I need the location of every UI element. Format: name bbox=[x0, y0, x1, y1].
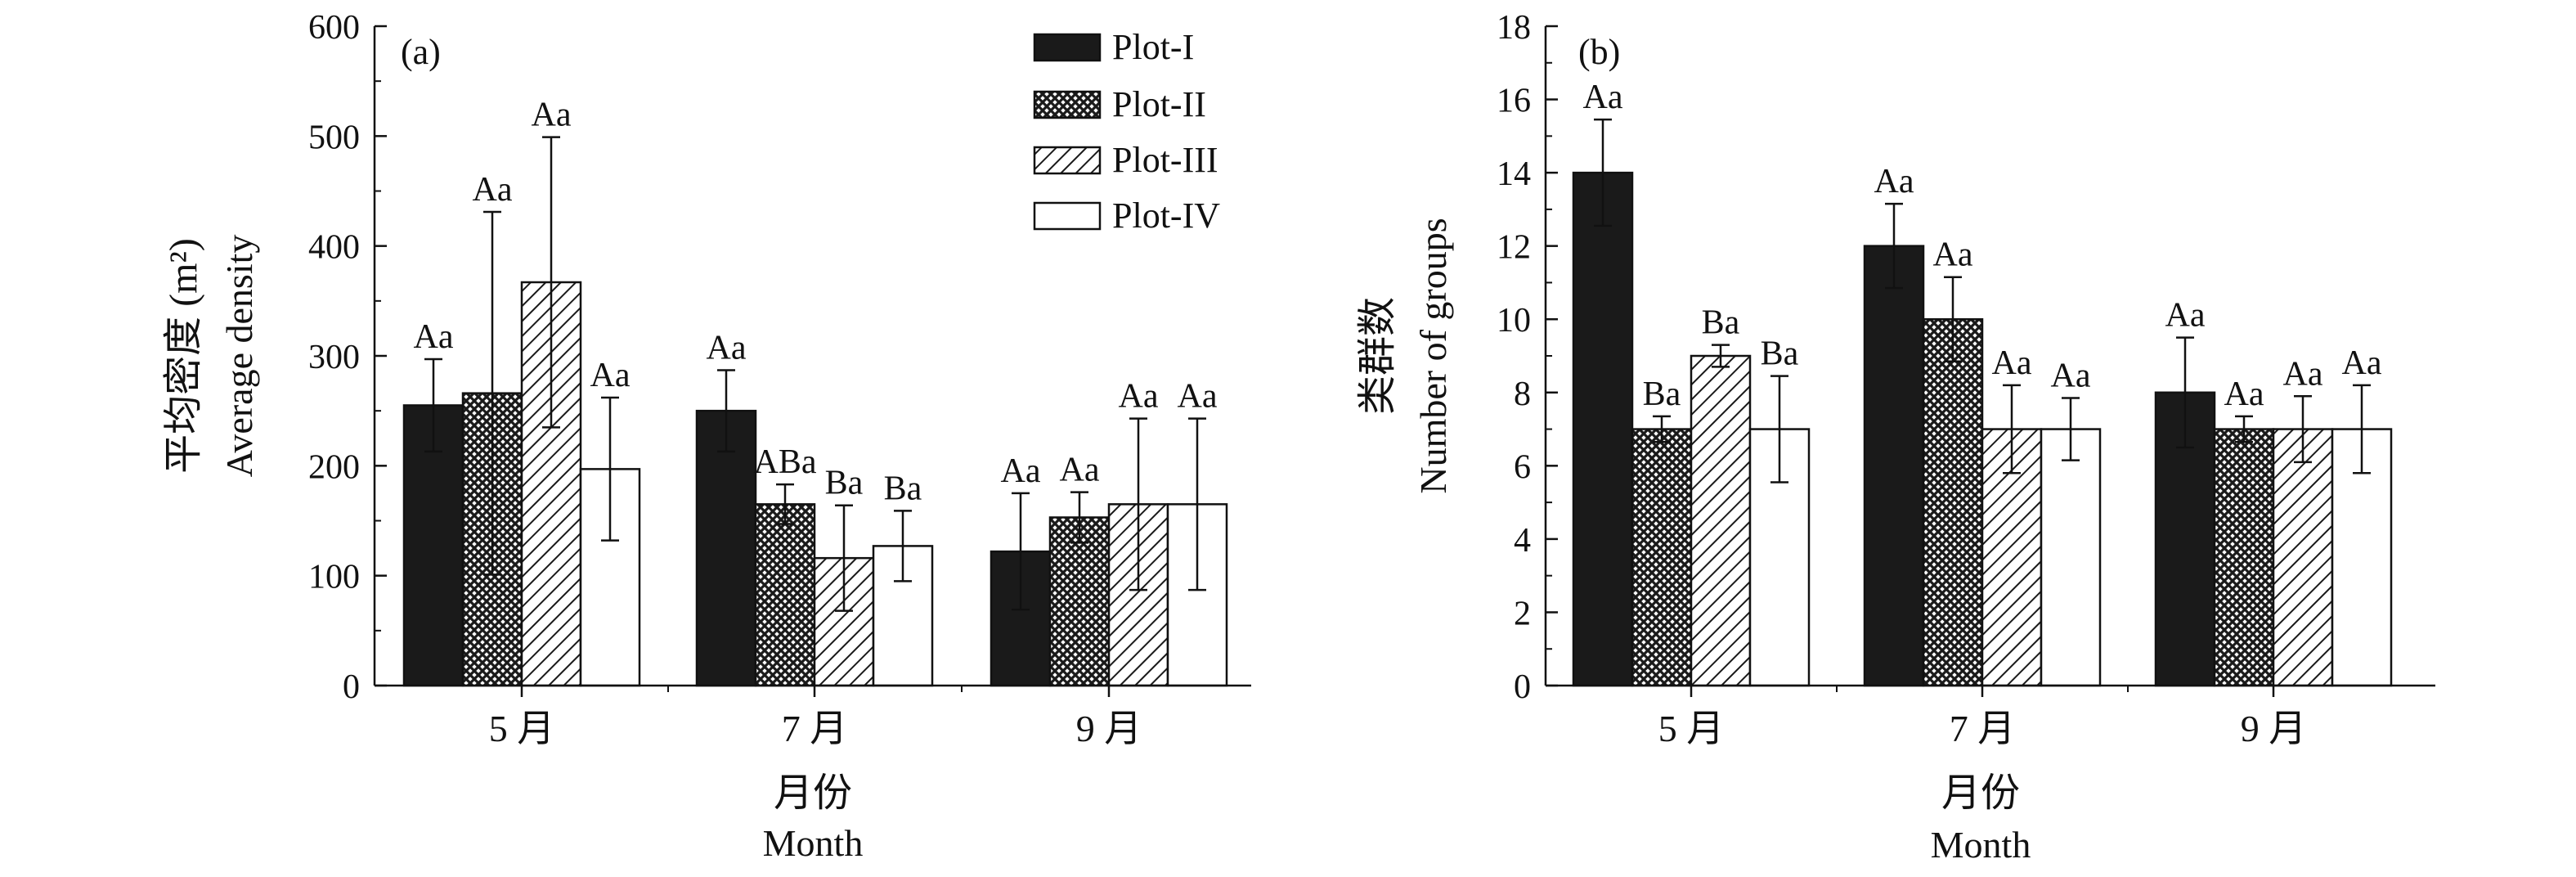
significance-label-plot-iv-1: Aa bbox=[2051, 357, 2091, 394]
bar-plot-ii-0 bbox=[1631, 428, 1693, 687]
significance-label-plot-i-0: Aa bbox=[414, 318, 454, 356]
significance-label-plot-iv-0: Aa bbox=[590, 357, 631, 394]
y-tick-label: 8 bbox=[1514, 376, 1531, 413]
y-tick-label: 600 bbox=[308, 9, 360, 47]
y-tick-label: 200 bbox=[308, 448, 360, 486]
significance-label-plot-iii-0: Aa bbox=[532, 97, 572, 134]
y-tick-label: 10 bbox=[1497, 302, 1531, 340]
x-tick-label: 7 月 bbox=[782, 708, 848, 749]
panel-a-ylabel-cn: 平均密度 (m²) bbox=[162, 238, 205, 474]
bar-plot-ii-1 bbox=[1922, 317, 1984, 687]
significance-label-plot-iv-2: Aa bbox=[2342, 344, 2382, 382]
y-tick-label: 16 bbox=[1497, 83, 1531, 120]
x-tick-label: 5 月 bbox=[489, 708, 555, 749]
panel-b-marks: Aa Aa Aa Ba Aa Aa Ba Aa Aa Ba Aa Aa 0 2 4 6 8 10 12 14 16 18 5… bbox=[1497, 9, 2435, 749]
significance-label-plot-ii-2: Aa bbox=[2224, 376, 2264, 413]
significance-label-plot-iii-0: Ba bbox=[1702, 304, 1740, 342]
panel-a-label: (a) bbox=[401, 32, 441, 72]
significance-label-plot-ii-1: ABa bbox=[754, 443, 817, 481]
bar-plot-ii-1 bbox=[754, 503, 816, 687]
legend-swatch-plot-ii bbox=[1033, 90, 1102, 119]
panel-b-xlabel-en: Month bbox=[1931, 824, 2031, 866]
significance-label-plot-iv-0: Ba bbox=[1761, 335, 1799, 373]
y-tick-label: 6 bbox=[1514, 448, 1531, 486]
bar-plot-i-1 bbox=[1863, 245, 1925, 687]
legend: Plot-I Plot-II Plot-III Plot-IV bbox=[1033, 27, 1220, 236]
x-tick-label: 5 月 bbox=[1658, 708, 1725, 749]
legend-swatch-plot-i bbox=[1033, 33, 1102, 62]
significance-label-plot-i-1: Aa bbox=[1874, 163, 1914, 200]
panel-b-xlabel-cn: 月份 bbox=[1941, 771, 2020, 815]
panel-b-ylabel-cn: 类群数 bbox=[1356, 297, 1399, 415]
panel-a-ylabel-en: Average density bbox=[218, 235, 260, 478]
legend-label-plot-i: Plot-I bbox=[1112, 27, 1194, 67]
significance-label-plot-i-2: Aa bbox=[2165, 297, 2206, 335]
significance-label-plot-iii-2: Aa bbox=[1119, 378, 1159, 416]
y-tick-label: 0 bbox=[1514, 668, 1531, 706]
bar-plot-iii-0 bbox=[1690, 354, 1752, 687]
significance-label-plot-i-1: Aa bbox=[707, 329, 747, 367]
x-tick-label: 7 月 bbox=[1950, 708, 2016, 749]
y-tick-label: 100 bbox=[308, 559, 360, 596]
panel-b-ylabel-en: Number of groups bbox=[1412, 218, 1454, 493]
bar-plot-i-0 bbox=[1572, 171, 1634, 687]
y-tick-label: 2 bbox=[1514, 595, 1531, 632]
significance-label-plot-i-2: Aa bbox=[1001, 452, 1041, 490]
y-tick-label: 18 bbox=[1497, 9, 1531, 47]
panel-a-density-chart: Aa Aa Aa Aa ABa Aa Aa Ba Aa Aa Ba Aa 0 100 200 300 400 50… bbox=[162, 9, 1251, 864]
y-tick-label: 4 bbox=[1514, 522, 1531, 560]
significance-label-plot-iv-1: Ba bbox=[884, 470, 922, 507]
bar-plot-ii-2 bbox=[2213, 428, 2275, 687]
legend-label-plot-ii: Plot-II bbox=[1112, 84, 1206, 124]
legend-label-plot-iii: Plot-III bbox=[1112, 140, 1218, 180]
x-tick-label: 9 月 bbox=[2241, 708, 2307, 749]
significance-label-plot-ii-1: Aa bbox=[1933, 236, 1973, 274]
y-tick-label: 14 bbox=[1497, 155, 1531, 193]
x-tick-label: 9 月 bbox=[1076, 708, 1142, 749]
significance-label-plot-iii-2: Aa bbox=[2283, 355, 2323, 393]
significance-label-plot-ii-0: Ba bbox=[1643, 376, 1681, 413]
legend-swatch-plot-iv bbox=[1033, 201, 1102, 231]
y-tick-label: 12 bbox=[1497, 229, 1531, 267]
significance-label-plot-iii-1: Ba bbox=[825, 465, 864, 502]
significance-label-plot-ii-0: Aa bbox=[473, 171, 513, 209]
significance-label-plot-i-0: Aa bbox=[1583, 79, 1623, 116]
panel-a-marks: Aa Aa Aa Aa ABa Aa Aa Ba Aa Aa Ba Aa 0 100 200 300 400 50… bbox=[308, 9, 1251, 749]
y-tick-label: 300 bbox=[308, 339, 360, 376]
significance-label-plot-iii-1: Aa bbox=[1992, 344, 2032, 382]
y-tick-label: 500 bbox=[308, 119, 360, 156]
panel-b-label: (b) bbox=[1578, 32, 1620, 72]
panel-a-xlabel-en: Month bbox=[763, 822, 864, 864]
legend-label-plot-iv: Plot-IV bbox=[1112, 196, 1220, 236]
legend-swatch-plot-iii bbox=[1033, 146, 1102, 175]
significance-label-plot-ii-2: Aa bbox=[1060, 452, 1100, 489]
y-tick-label: 400 bbox=[308, 229, 360, 267]
panel-b-groups-chart: Aa Aa Aa Ba Aa Aa Ba Aa Aa Ba Aa Aa 0 2 4 6 8 10 12 14 16 18 5… bbox=[1356, 9, 2435, 866]
panel-a-xlabel-cn: 月份 bbox=[774, 771, 852, 815]
bar-plot-iii-2 bbox=[2272, 428, 2334, 687]
bar-plot-iv-1 bbox=[2040, 428, 2102, 687]
y-tick-label: 0 bbox=[343, 668, 360, 706]
significance-label-plot-iv-2: Aa bbox=[1178, 378, 1218, 416]
